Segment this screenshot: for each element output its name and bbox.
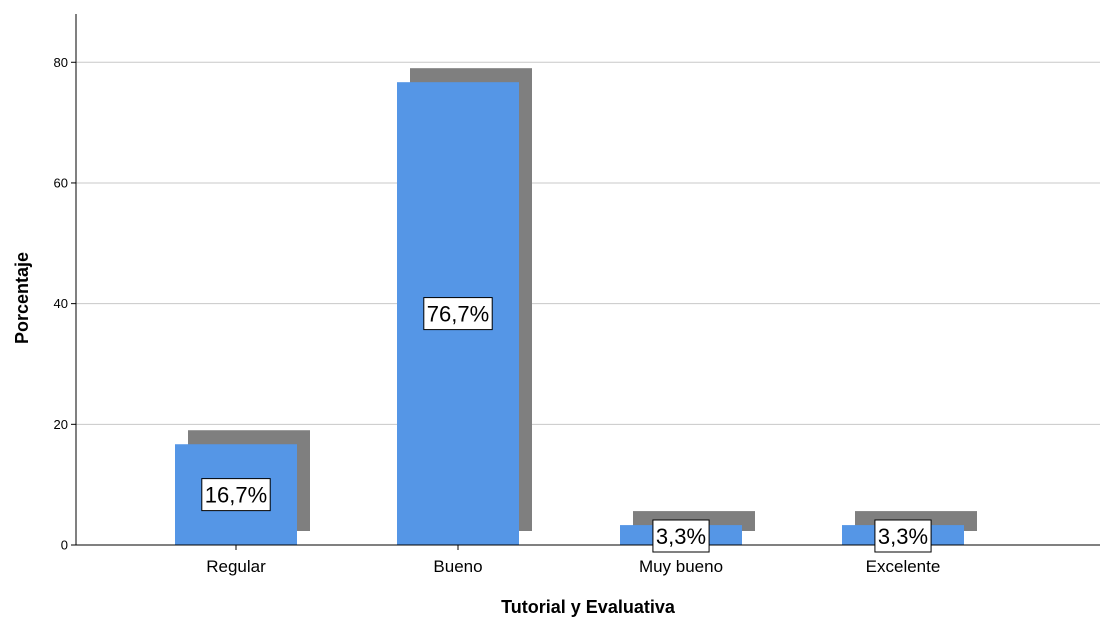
x-tick-label: Excelente xyxy=(866,557,941,576)
data-label-text: 16,7% xyxy=(205,483,267,508)
x-tick-label: Bueno xyxy=(433,557,482,576)
x-tick-label: Muy bueno xyxy=(639,557,723,576)
y-axis-title: Porcentaje xyxy=(12,252,32,344)
y-tick-label: 80 xyxy=(54,55,68,70)
y-tick-label: 60 xyxy=(54,175,68,190)
y-tick-label: 0 xyxy=(61,538,68,553)
x-axis-title: Tutorial y Evaluativa xyxy=(501,597,676,617)
data-label-box xyxy=(874,519,932,553)
grid-layer xyxy=(76,61,1100,425)
y-tick-label: 40 xyxy=(54,296,68,311)
data-label: 76,7% xyxy=(423,297,493,331)
data-label-text: 3,3% xyxy=(656,524,706,549)
ticks-layer: 0 20 40 60 80 Regular Bueno Muy bueno Excelente xyxy=(54,55,941,576)
data-labels-layer: 16,7% 76,7% 3,3% 3,3% xyxy=(201,297,932,553)
data-label-text: 3,3% xyxy=(878,524,928,549)
data-label-box xyxy=(423,297,493,331)
data-label-text: 76,7% xyxy=(427,302,489,327)
data-label-box xyxy=(201,478,271,512)
y-tick-label: 20 xyxy=(54,417,68,432)
data-label: 3,3% xyxy=(874,519,932,553)
x-tick-label: Regular xyxy=(206,557,266,576)
data-label: 16,7% xyxy=(201,478,271,512)
bars-layer xyxy=(175,68,977,545)
data-label: 3,3% xyxy=(652,519,710,553)
data-label-box xyxy=(652,519,710,553)
